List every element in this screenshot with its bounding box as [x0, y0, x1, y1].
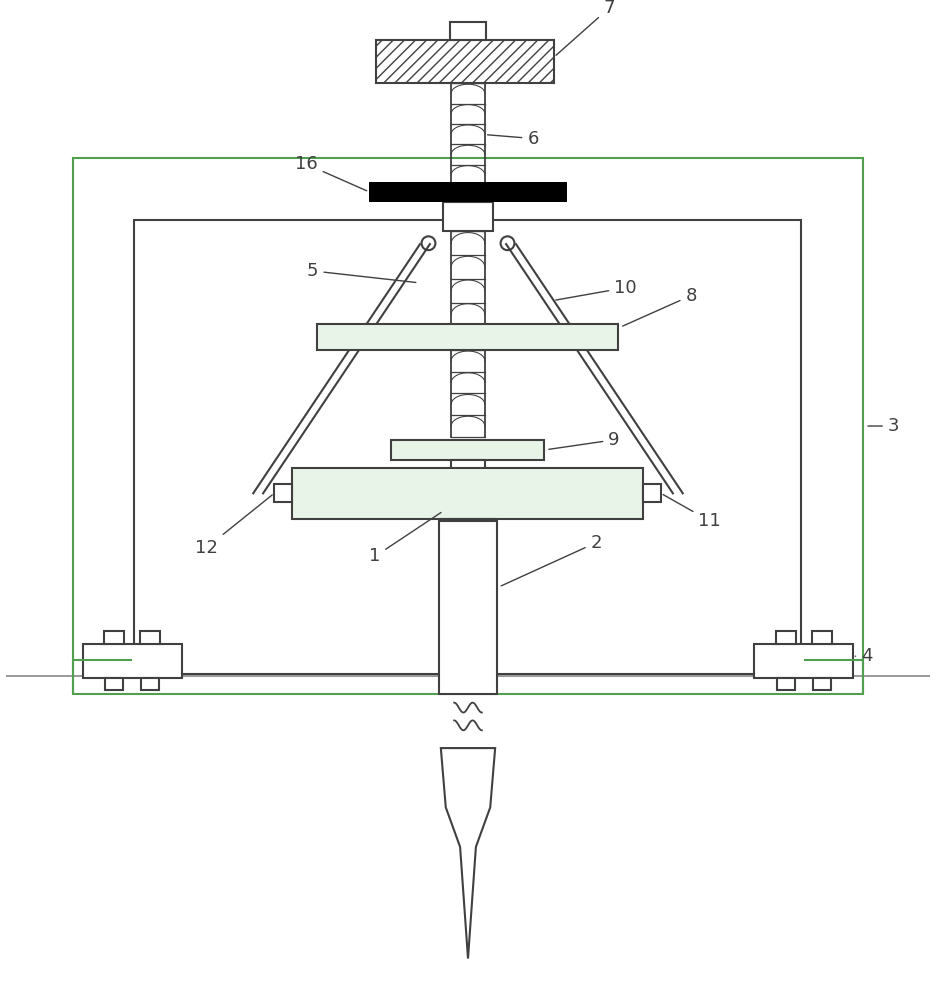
Bar — [439, 521, 497, 694]
Text: 11: 11 — [663, 495, 721, 530]
Bar — [391, 440, 544, 460]
Bar — [82, 644, 182, 678]
Bar — [105, 631, 124, 644]
Text: 4: 4 — [856, 647, 872, 665]
Bar — [643, 484, 661, 502]
Bar — [317, 324, 618, 350]
Polygon shape — [441, 748, 495, 959]
Bar — [141, 678, 159, 690]
Bar — [812, 631, 831, 644]
Text: 5: 5 — [307, 262, 416, 282]
Text: 2: 2 — [501, 534, 602, 586]
Text: 16: 16 — [295, 155, 367, 191]
Text: 3: 3 — [868, 417, 899, 435]
Bar — [106, 678, 124, 690]
Bar — [450, 22, 486, 40]
Bar — [754, 644, 854, 678]
Bar — [812, 678, 830, 690]
Text: 6: 6 — [488, 130, 538, 148]
Bar — [274, 484, 292, 502]
Text: 1: 1 — [369, 513, 441, 565]
Bar — [444, 202, 492, 231]
Bar — [369, 182, 567, 202]
Text: 8: 8 — [622, 287, 696, 326]
Bar — [451, 460, 485, 477]
Bar — [442, 519, 496, 533]
Text: 10: 10 — [556, 279, 636, 300]
Bar — [73, 158, 863, 694]
Bar — [777, 678, 795, 690]
Text: 7: 7 — [556, 0, 615, 55]
Text: 12: 12 — [196, 495, 272, 557]
Bar — [292, 468, 643, 519]
Bar — [134, 220, 801, 674]
Bar — [776, 631, 796, 644]
Text: 9: 9 — [548, 431, 620, 449]
Bar — [376, 40, 554, 83]
Bar — [140, 631, 160, 644]
